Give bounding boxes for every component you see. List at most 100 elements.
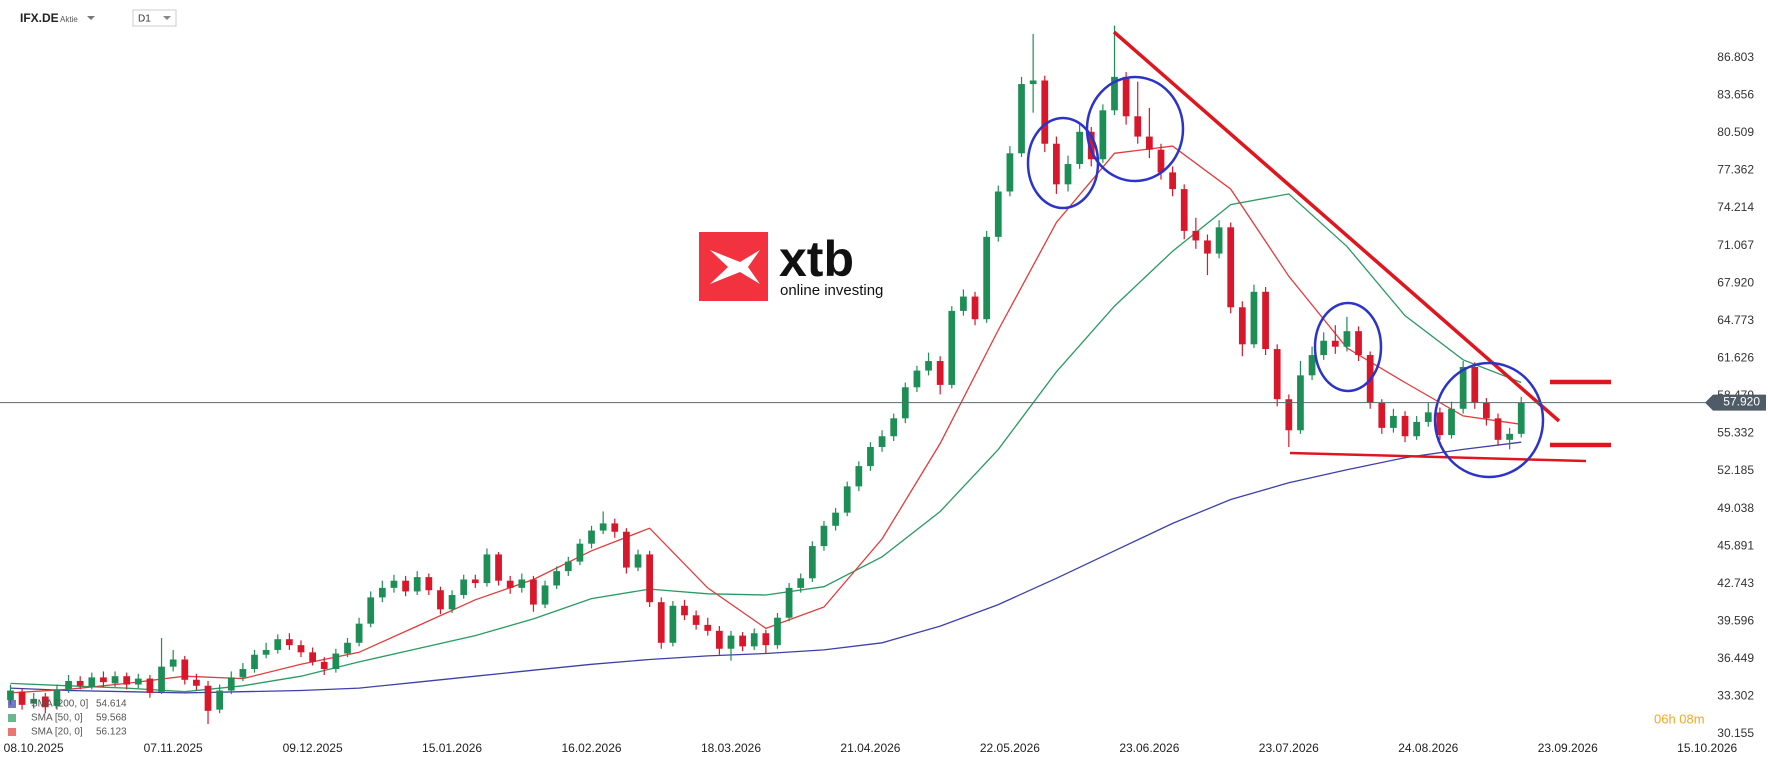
candle-body (30, 698, 38, 704)
candle-body (704, 624, 712, 631)
candle-body (390, 580, 398, 588)
candle-body (855, 466, 863, 487)
candle-body (971, 296, 979, 320)
candle-body (1390, 415, 1397, 428)
y-tick-label: 74.214 (1717, 200, 1754, 214)
y-tick-label: 45.891 (1717, 538, 1754, 552)
y-tick-label: 49.038 (1717, 501, 1754, 515)
candle-body (646, 554, 654, 603)
candle-body (832, 512, 839, 526)
candle-body (518, 579, 526, 588)
candle-body (367, 597, 375, 624)
candle-body (320, 661, 328, 670)
candle-body (1424, 412, 1432, 422)
candle-body (483, 554, 491, 584)
candle-body (692, 615, 700, 625)
y-tick-label: 77.362 (1717, 163, 1754, 177)
legend-value: 54.614 (96, 699, 127, 710)
candle-body (785, 587, 793, 618)
candle-body (1099, 110, 1107, 160)
legend-name: SMA [50, 0] (31, 713, 83, 724)
candle-body (715, 630, 723, 649)
candle-body (158, 666, 165, 692)
candle-body (774, 617, 781, 646)
candle-body (355, 623, 363, 643)
x-tick-label: 23.07.2026 (1259, 741, 1319, 755)
y-tick-label: 83.656 (1717, 87, 1754, 101)
candle-body (134, 678, 142, 685)
candle-body (1111, 76, 1118, 111)
candle-body (576, 543, 584, 562)
candle-body (1041, 80, 1049, 144)
y-tick-label: 71.067 (1717, 238, 1754, 252)
candle-body (634, 554, 642, 568)
candle-body (1064, 164, 1072, 185)
candle-body (843, 486, 851, 513)
header: IFX.DE Aktie D1 (20, 9, 177, 27)
x-tick-label: 09.12.2025 (283, 741, 343, 755)
sma-layer (10, 145, 1522, 694)
candle-body (100, 677, 107, 683)
candle-body (1320, 340, 1328, 356)
candle-body (623, 531, 630, 568)
candle-body (471, 579, 479, 584)
dropdown-arrow[interactable] (87, 16, 95, 20)
y-tick-label: 64.773 (1717, 313, 1754, 327)
candle-body (1227, 227, 1235, 308)
candle-body (994, 191, 1002, 237)
x-tick-label: 08.10.2025 (4, 741, 64, 755)
candle-body (1378, 402, 1386, 428)
sma-line (10, 441, 1522, 694)
candle-body (181, 659, 189, 680)
candle-body (495, 554, 502, 581)
x-tick-label: 18.03.2026 (701, 741, 761, 755)
x-tick-label: 15.01.2026 (422, 741, 482, 755)
logo-brand: xtb (779, 231, 854, 287)
symbol[interactable]: IFX.DE (20, 11, 59, 25)
candle-body (448, 595, 456, 610)
candle-body (41, 696, 49, 708)
candle-body (1413, 421, 1421, 437)
candle-body (1331, 340, 1339, 347)
x-tick-label: 15.10.2026 (1677, 741, 1737, 755)
candle-body (332, 653, 340, 670)
candle-body (564, 561, 572, 572)
support-line (1289, 451, 1587, 463)
y-tick-label: 36.449 (1717, 651, 1754, 665)
candle-body (1448, 408, 1455, 436)
candle-body (611, 523, 619, 532)
candle-body (1145, 136, 1153, 150)
candle-body (983, 236, 991, 320)
candle-body (309, 652, 316, 662)
highlight-circle (1085, 75, 1185, 183)
candle-body (1459, 366, 1467, 409)
instrument-type: Aktie (60, 15, 78, 24)
candle-body (739, 635, 746, 647)
candles (7, 25, 1525, 724)
dropdown-arrow[interactable] (163, 16, 171, 20)
highlight-circle (1433, 361, 1545, 479)
candle-body (402, 580, 409, 592)
candle-body (1018, 84, 1025, 154)
candle-body (1343, 331, 1351, 347)
candle-body (425, 577, 433, 591)
candle-body (1285, 399, 1293, 431)
candle-body (1262, 291, 1269, 350)
candle-body (1180, 189, 1188, 231)
candle-body (262, 649, 270, 655)
candle-body (599, 523, 607, 531)
y-tick-label: 55.332 (1717, 426, 1754, 440)
y-tick-label: 52.185 (1717, 463, 1754, 477)
candle-body (437, 590, 444, 610)
candle-body (797, 578, 805, 588)
candle-body (297, 645, 305, 653)
candle-body (1494, 418, 1502, 440)
candle-body (1401, 415, 1409, 437)
interval: D1 (138, 14, 151, 25)
candle-body (890, 418, 898, 437)
x-tick-label: 22.05.2026 (980, 741, 1040, 755)
candle-body (530, 579, 537, 605)
interval-box[interactable] (132, 9, 177, 27)
candle-body (1053, 143, 1060, 185)
